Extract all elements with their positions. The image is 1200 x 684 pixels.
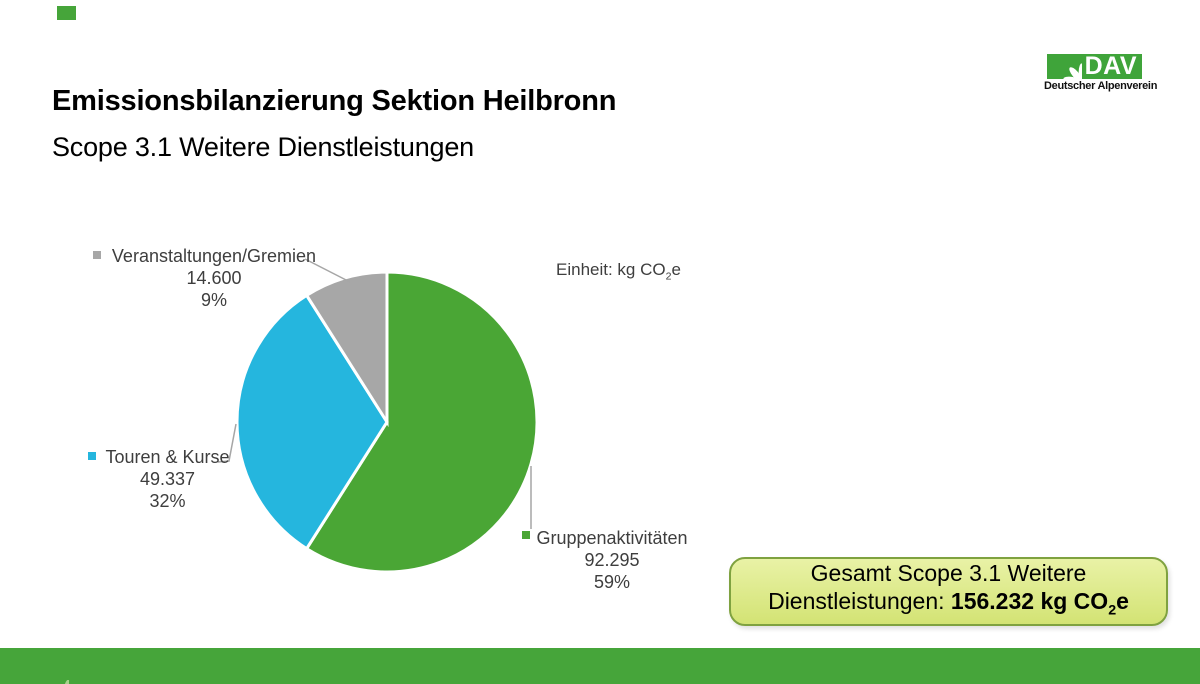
summary-line2: Dienstleistungen: 156.232 kg CO2e bbox=[768, 587, 1129, 619]
pie-slice-1 bbox=[235, 293, 389, 551]
pie-label-veranstaltungen: Veranstaltungen/Gremien 14.600 9% bbox=[89, 245, 339, 311]
slice-value: 49.337 bbox=[139, 469, 196, 489]
slice-label: Gruppenaktivitäten bbox=[536, 528, 688, 548]
dav-logo-caption: Deutscher Alpenverein bbox=[1044, 80, 1158, 92]
slice-percent: 9% bbox=[200, 290, 227, 310]
slide-accent-square bbox=[57, 6, 76, 20]
pie-slice-2 bbox=[304, 270, 389, 428]
slice-percent: 59% bbox=[593, 572, 631, 592]
legend-marker-gruppen bbox=[522, 531, 530, 539]
slice-percent: 32% bbox=[149, 491, 186, 511]
footer-bar bbox=[0, 648, 1200, 684]
dav-logo: DAV bbox=[1047, 54, 1142, 79]
slice-value: 14.600 bbox=[186, 268, 242, 288]
slice-label: Veranstaltungen/Gremien bbox=[111, 246, 317, 266]
legend-marker-veranstaltungen bbox=[93, 251, 101, 259]
slice-value: 92.295 bbox=[584, 550, 640, 570]
unit-label: Einheit: kg CO2e bbox=[556, 260, 681, 283]
page-title: Emissionsbilanzierung Sektion Heilbronn bbox=[52, 85, 617, 117]
total-summary-box: Gesamt Scope 3.1 Weitere Dienstleistunge… bbox=[729, 557, 1168, 626]
pie-label-touren: Touren & Kurse 49.337 32% bbox=[70, 446, 265, 512]
leader-line-touren bbox=[217, 423, 237, 463]
pie-label-gruppen: Gruppenaktivitäten 92.295 59% bbox=[512, 527, 712, 593]
edelweiss-icon bbox=[5, 648, 69, 684]
slice-label: Touren & Kurse bbox=[105, 447, 230, 467]
page-subtitle: Scope 3.1 Weitere Dienstleistungen bbox=[52, 132, 474, 162]
leader-line-veranstaltungen bbox=[304, 258, 351, 283]
pie-slice-0 bbox=[304, 270, 539, 574]
dav-logo-text: DAV bbox=[1084, 52, 1137, 80]
summary-line1: Gesamt Scope 3.1 Weitere bbox=[810, 559, 1087, 586]
legend-marker-touren bbox=[88, 452, 96, 460]
